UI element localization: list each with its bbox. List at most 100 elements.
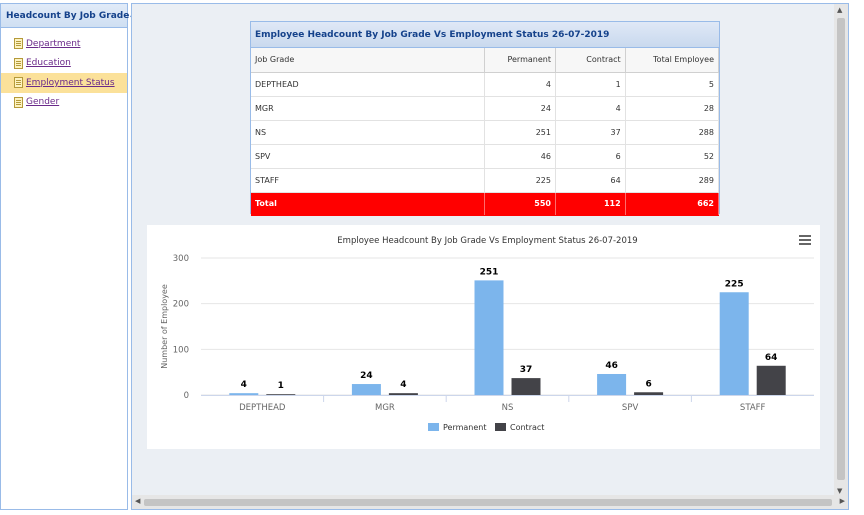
cell-permanent: 46 [484, 144, 556, 169]
cell-job-grade: NS [251, 120, 486, 145]
column-header-contract[interactable]: Contract [555, 48, 626, 73]
cell-total: 28 [625, 96, 720, 121]
y-tick-label: 0 [184, 391, 189, 401]
cell-job-grade: DEPTHEAD [251, 72, 486, 97]
y-tick-label: 200 [173, 300, 189, 310]
headcount-bar-chart: Employee Headcount By Job Grade Vs Emplo… [147, 225, 820, 449]
horizontal-scrollbar[interactable]: ◀ ▶ [132, 495, 848, 509]
data-label: 64 [765, 353, 778, 363]
bar-permanent [474, 280, 504, 395]
report-nav-list: Department Education Employment Status G… [1, 28, 127, 112]
legend-item-permanent: Permanent [443, 423, 487, 432]
chart-title: Employee Headcount By Job Grade Vs Emplo… [337, 236, 637, 246]
x-tick-label: DEPTHEAD [239, 403, 286, 413]
nav-item-label[interactable]: Employment Status [26, 77, 115, 88]
cell-job-grade: STAFF [251, 168, 486, 193]
bar-contract [266, 394, 296, 395]
data-label: 24 [360, 371, 373, 381]
report-content-panel: Employee Headcount By Job Grade Vs Emplo… [131, 3, 849, 510]
cell-permanent: 4 [484, 72, 556, 97]
data-label: 225 [725, 279, 744, 289]
cell-total: 52 [625, 144, 720, 169]
legend-item-contract: Contract [510, 423, 544, 432]
bar-contract [511, 378, 541, 395]
x-tick-label: MGR [375, 403, 395, 413]
cell-contract: 1 [555, 72, 626, 97]
legend-swatch [495, 423, 506, 431]
nav-item-department[interactable]: Department [1, 34, 127, 54]
table-row[interactable]: SPV 46 6 52 [251, 144, 720, 169]
vertical-scroll-thumb[interactable] [837, 18, 845, 480]
legend-swatch [428, 423, 439, 431]
table-title: Employee Headcount By Job Grade Vs Emplo… [251, 22, 719, 48]
document-icon [14, 77, 23, 89]
bar-permanent [229, 393, 259, 395]
column-header-permanent[interactable]: Permanent [484, 48, 556, 73]
hamburger-menu-icon[interactable] [799, 235, 811, 245]
x-tick-label: NS [502, 403, 514, 413]
cell-total: 5 [625, 72, 720, 97]
nav-item-education[interactable]: Education [1, 54, 127, 74]
vertical-scrollbar[interactable]: ▲ ▼ [834, 4, 848, 497]
y-tick-label: 100 [173, 345, 189, 355]
data-label: 1 [278, 381, 284, 391]
cell-total-label: Total [251, 192, 486, 216]
column-header-total-employee[interactable]: Total Employee [625, 48, 720, 73]
cell-contract: 4 [555, 96, 626, 121]
data-label: 37 [520, 365, 533, 375]
nav-item-label[interactable]: Education [26, 58, 71, 69]
nav-item-gender[interactable]: Gender [1, 93, 127, 113]
cell-total-contract: 112 [555, 192, 626, 216]
left-navigation-panel: Headcount By Job Grade « Department Educ… [0, 3, 137, 510]
data-label: 6 [645, 379, 651, 389]
bar-contract [634, 392, 664, 395]
cell-contract: 37 [555, 120, 626, 145]
y-axis-title: Number of Employee [160, 284, 169, 369]
column-header-job-grade[interactable]: Job Grade [251, 48, 486, 73]
cell-contract: 64 [555, 168, 626, 193]
x-tick-label: SPV [622, 403, 639, 413]
headcount-table: Job Grade Permanent Contract Total Emplo… [251, 48, 720, 216]
data-label: 251 [480, 267, 499, 277]
nav-item-label[interactable]: Department [26, 38, 81, 49]
bar-permanent [351, 384, 381, 395]
bar-contract [388, 393, 418, 395]
cell-contract: 6 [555, 144, 626, 169]
table-row[interactable]: DEPTHEAD 4 1 5 [251, 72, 720, 97]
cell-permanent: 24 [484, 96, 556, 121]
cell-job-grade: SPV [251, 144, 486, 169]
table-row[interactable]: NS 251 37 288 [251, 120, 720, 145]
cell-permanent: 251 [484, 120, 556, 145]
table-row[interactable]: MGR 24 4 28 [251, 96, 720, 121]
cell-total-employee: 662 [625, 192, 720, 216]
scroll-left-icon[interactable]: ◀ [135, 497, 141, 505]
cell-job-grade: MGR [251, 96, 486, 121]
data-label: 4 [241, 380, 247, 390]
y-tick-label: 300 [173, 254, 189, 264]
nav-item-label[interactable]: Gender [26, 97, 60, 108]
nav-item-employment-status[interactable]: Employment Status [1, 73, 127, 93]
bar-permanent [597, 373, 627, 395]
horizontal-scroll-thumb[interactable] [144, 499, 832, 506]
chart-canvas: Employee Headcount By Job Grade Vs Emplo… [160, 236, 814, 432]
cell-permanent: 225 [484, 168, 556, 193]
scroll-right-icon[interactable]: ▶ [839, 497, 845, 505]
headcount-table-panel: Employee Headcount By Job Grade Vs Emplo… [250, 21, 720, 216]
document-icon [14, 38, 23, 50]
data-label: 4 [400, 380, 406, 390]
document-icon [14, 96, 23, 108]
cell-total-permanent: 550 [484, 192, 556, 216]
table-row[interactable]: STAFF 225 64 289 [251, 168, 720, 193]
table-header-row: Job Grade Permanent Contract Total Emplo… [251, 48, 720, 73]
scroll-up-icon[interactable]: ▲ [837, 6, 843, 14]
left-panel-title: Headcount By Job Grade [6, 10, 130, 21]
scroll-down-icon[interactable]: ▼ [837, 487, 843, 495]
cell-total: 288 [625, 120, 720, 145]
bar-contract [756, 365, 786, 395]
document-icon [14, 57, 23, 69]
table-total-row: Total 550 112 662 [251, 192, 720, 216]
cell-total: 289 [625, 168, 720, 193]
left-panel-header: Headcount By Job Grade « [1, 4, 137, 28]
x-tick-label: STAFF [740, 403, 766, 413]
